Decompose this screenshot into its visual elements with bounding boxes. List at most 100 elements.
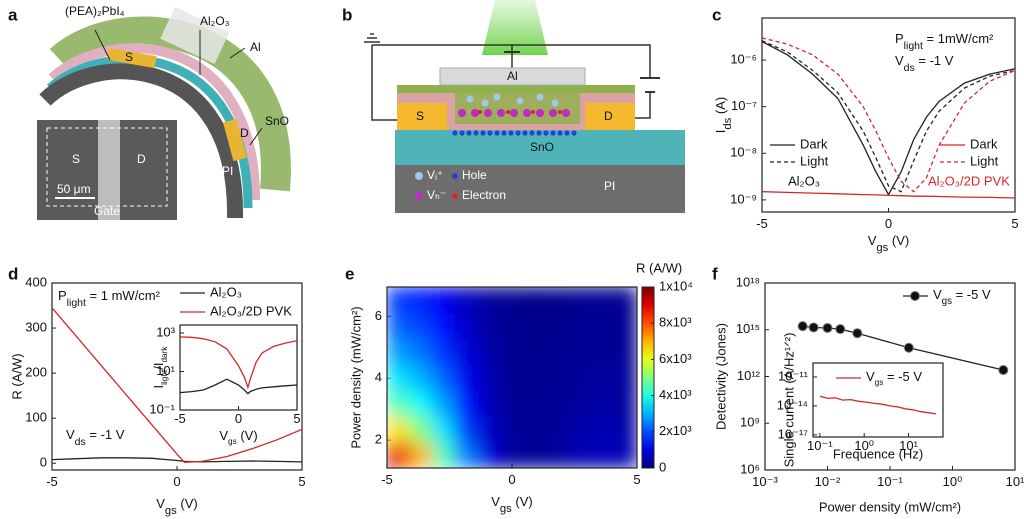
heat-cell [431, 389, 456, 417]
text-part: gs [875, 378, 884, 387]
heat-cell [477, 389, 502, 417]
y-tick-label: 10⁻¹ [149, 401, 175, 416]
text-part: = -1 V [86, 427, 125, 442]
text-part: V [491, 494, 500, 509]
device-sketch [37, 6, 291, 220]
pointer [249, 127, 263, 146]
text-part: I [151, 385, 166, 389]
heat-cell [522, 364, 547, 391]
x-tick-label: 10⁰ [943, 474, 963, 489]
sno-layer [395, 130, 685, 165]
y-tick-label: 100 [25, 410, 47, 425]
heatmap-cells [387, 287, 637, 468]
source [397, 103, 447, 130]
label: Vᵢ⁺ [427, 168, 443, 182]
heat-cell [522, 441, 547, 468]
heat-cell [431, 441, 456, 468]
series-line [761, 40, 1016, 196]
x-axis-label: Vgs (V) [156, 496, 198, 517]
text-part: ds [75, 436, 86, 448]
label: D [240, 126, 249, 140]
heat-cell [522, 287, 547, 314]
heat-cell [454, 338, 479, 366]
heat-cell [545, 312, 570, 340]
y-axis-label: Ids (A) [713, 97, 734, 133]
colorbar-label: 0 [659, 459, 666, 474]
heat-cell [431, 364, 456, 391]
series-line [51, 457, 303, 463]
point [822, 322, 833, 333]
pointer [94, 29, 111, 61]
heat-cell [500, 441, 524, 468]
x-tick-label: 5 [298, 474, 305, 489]
text-part: = -5 V [883, 369, 922, 384]
series-line [761, 191, 1016, 199]
y-tick-label: 2 [375, 432, 382, 447]
text-part: = 1 mW/cm² [86, 288, 161, 303]
cation-vacancies [466, 93, 559, 107]
text-part: (V) [177, 496, 198, 511]
series-line [51, 307, 303, 463]
text-part: ds [722, 117, 734, 129]
point [903, 342, 914, 353]
heat-cell [568, 287, 593, 314]
y-axis-label: Detectivity (Jones) [713, 323, 728, 430]
series-line [819, 395, 937, 415]
heat-cell [568, 364, 593, 391]
text-part: = 1mW/cm² [923, 31, 994, 46]
heat-cell [409, 312, 433, 340]
heat-cell [431, 338, 456, 366]
x-tick-label: -5 [46, 474, 58, 489]
x-tick-label: 10⁰ [854, 438, 874, 453]
heat-cell [568, 389, 593, 417]
x-axis-label: Vgs (V) [868, 233, 910, 254]
heat-cell [591, 338, 615, 366]
colorbar-label: 1x10⁴ [659, 278, 693, 293]
legend-label: Al₂O₃ [210, 284, 242, 299]
text-part: P [895, 31, 904, 46]
legend-marker [452, 193, 458, 199]
heat-cell [454, 364, 479, 391]
light-beam [482, 0, 548, 55]
heat-cell [545, 441, 570, 468]
y-tick-label: 300 [25, 319, 47, 334]
heat-cell [591, 312, 615, 340]
heat-cell [613, 312, 637, 340]
heat-cell [591, 364, 615, 391]
x-tick-label: 5 [1011, 216, 1018, 231]
text-part: light [160, 369, 169, 385]
heat-cell [500, 312, 524, 340]
heat-cell [545, 389, 570, 417]
plot-frame [386, 286, 638, 469]
gate-strip [98, 120, 120, 220]
drain [585, 103, 635, 130]
colorbar-title: R (A/W) [636, 260, 682, 275]
heat-cell [500, 364, 524, 391]
y-tick-label: 10⁻¹¹ [778, 368, 809, 383]
heat-cell [568, 312, 593, 340]
y-axis-label: Power density (mW/cm²) [348, 306, 363, 448]
heat-cell [477, 415, 502, 443]
panel-label: e [345, 264, 354, 283]
y-tick-label: 400 [25, 274, 47, 289]
text-part: (V) [512, 494, 533, 509]
text-part: gs [228, 437, 237, 446]
pi-substrate [39, 63, 244, 219]
annotation: Al₂O₃ [788, 173, 820, 188]
x-tick-label: -5 [756, 216, 768, 231]
heat-cell [431, 287, 456, 314]
panel-label: a [8, 5, 18, 24]
heat-cell [477, 364, 502, 391]
annotation: Vds = -1 V [895, 53, 954, 73]
panel-label: f [712, 264, 718, 283]
series-line [179, 378, 298, 395]
text-part: V [866, 369, 875, 384]
text-part: P [58, 288, 67, 303]
y-tick-label: 10¹⁸ [736, 274, 760, 289]
y-tick-label: 10¹⁵ [736, 321, 760, 336]
text-part: light [904, 40, 923, 52]
series-line [761, 37, 1016, 193]
heat-cell [568, 338, 593, 366]
anion-vacancies [458, 109, 570, 117]
